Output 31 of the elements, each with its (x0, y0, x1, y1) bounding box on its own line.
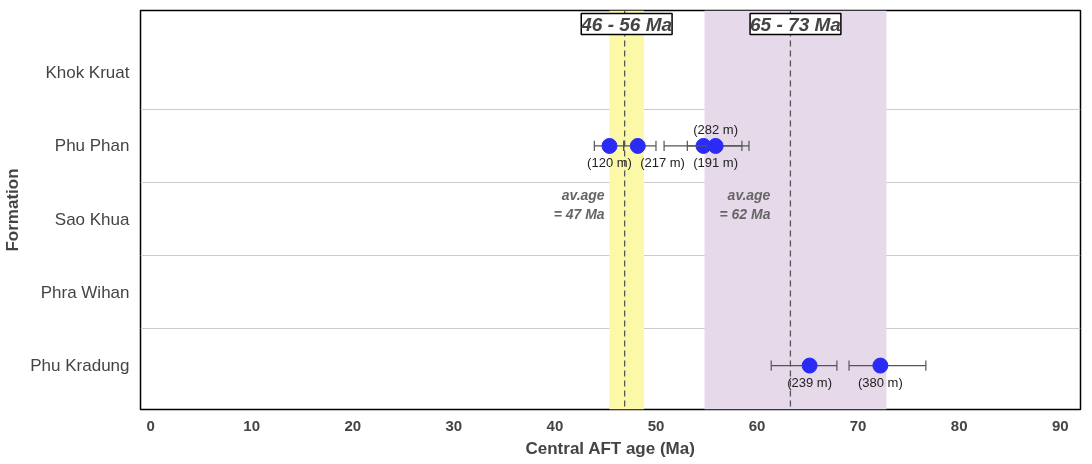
x-tick-label: 0 (146, 416, 155, 434)
x-tick-label: 40 (546, 416, 564, 434)
annotation: av.age = 62 Ma (719, 186, 771, 223)
x-tick-label: 30 (445, 416, 463, 434)
point (872, 357, 889, 374)
x-tick-label: 90 (1051, 416, 1069, 434)
y-axis-title: Formation (3, 168, 23, 252)
annotation: (380 m) (857, 374, 903, 390)
y-tick-label: Phu Kradung (30, 356, 130, 376)
x-axis-title: Central AFT age (Ma) (525, 438, 695, 458)
y-tick-label: Phra Wihan (40, 282, 130, 302)
x-tick-label: 20 (344, 416, 362, 434)
annotation: (120 m) (587, 154, 632, 170)
point (601, 137, 618, 154)
x-tick-label: 60 (748, 416, 766, 434)
annotation: (217 m) (640, 154, 685, 170)
annotation: (282 m) (693, 121, 739, 137)
annotation: (239 m) (787, 374, 833, 390)
band-label: 65 - 73 Ma (750, 13, 842, 35)
x-tick-label: 80 (950, 416, 968, 434)
y-tick-label: Phu Phan (54, 136, 130, 156)
y-tick-label: Sao Khua (54, 209, 131, 229)
x-tick-label: 70 (849, 416, 867, 434)
point (629, 137, 646, 154)
annotation: (191 m) (693, 154, 739, 170)
point (707, 137, 724, 154)
x-tick-label: 10 (243, 416, 261, 434)
x-tick-label: 50 (647, 416, 665, 434)
annotation: av.age = 47 Ma (553, 186, 605, 223)
y-tick-label: Khok Kruat (45, 63, 130, 83)
point (801, 357, 818, 374)
